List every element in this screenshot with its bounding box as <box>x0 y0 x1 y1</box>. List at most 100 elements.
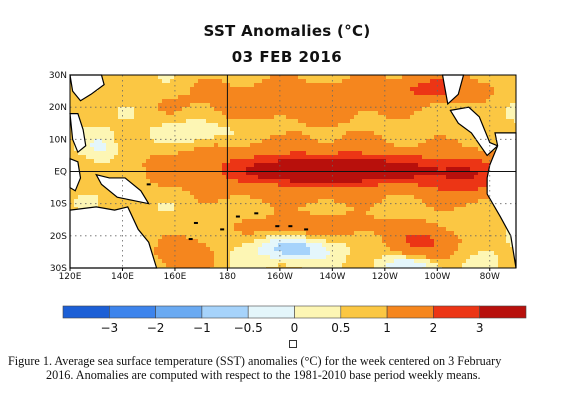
heatmap-cell <box>414 199 419 204</box>
heatmap-cell <box>222 119 227 124</box>
heatmap-cell <box>194 187 199 192</box>
heatmap-cell <box>178 127 183 132</box>
heatmap-cell <box>370 95 375 100</box>
heatmap-cell <box>138 115 143 120</box>
heatmap-cell <box>410 247 415 252</box>
heatmap-cell <box>90 131 95 136</box>
heatmap-cell <box>342 215 347 220</box>
heatmap-cell <box>150 139 155 144</box>
heatmap-cell <box>394 231 399 236</box>
heatmap-cell <box>246 103 251 108</box>
heatmap-cell <box>358 235 363 240</box>
heatmap-cell <box>314 147 319 152</box>
heatmap-cell <box>334 103 339 108</box>
heatmap-cell <box>198 143 203 148</box>
heatmap-cell <box>162 79 167 84</box>
heatmap-cell <box>318 159 323 164</box>
heatmap-cell <box>414 83 419 88</box>
heatmap-cell <box>310 219 315 224</box>
heatmap-cell <box>242 107 247 112</box>
heatmap-cell <box>458 135 463 140</box>
heatmap-cell <box>106 83 111 88</box>
heatmap-cell <box>242 191 247 196</box>
heatmap-cell <box>162 163 167 168</box>
heatmap-cell <box>166 107 171 112</box>
heatmap-cell <box>254 199 259 204</box>
heatmap-cell <box>230 111 235 116</box>
heatmap-cell <box>338 227 343 232</box>
heatmap-cell <box>242 235 247 240</box>
heatmap-cell <box>126 107 131 112</box>
heatmap-cell <box>318 191 323 196</box>
heatmap-cell <box>386 175 391 180</box>
heatmap-cell <box>426 211 431 216</box>
heatmap-cell <box>434 227 439 232</box>
heatmap-cell <box>314 91 319 96</box>
heatmap-cell <box>130 175 135 180</box>
heatmap-cell <box>314 131 319 136</box>
heatmap-cell <box>270 123 275 128</box>
heatmap-cell <box>438 231 443 236</box>
heatmap-cell <box>142 207 147 212</box>
heatmap-cell <box>434 119 439 124</box>
heatmap-cell <box>290 131 295 136</box>
heatmap-cell <box>398 183 403 188</box>
heatmap-cell <box>370 179 375 184</box>
heatmap-cell <box>134 119 139 124</box>
heatmap-cell <box>150 179 155 184</box>
heatmap-cell <box>278 167 283 172</box>
heatmap-cell <box>158 83 163 88</box>
heatmap-cell <box>474 79 479 84</box>
heatmap-cell <box>154 87 159 92</box>
heatmap-cell <box>322 167 327 172</box>
heatmap-cell <box>242 111 247 116</box>
heatmap-cell <box>226 99 231 104</box>
heatmap-cell <box>102 91 107 96</box>
heatmap-cell <box>234 167 239 172</box>
heatmap-cell <box>438 187 443 192</box>
heatmap-cell <box>154 231 159 236</box>
heatmap-cell <box>510 119 515 124</box>
heatmap-cell <box>434 83 439 88</box>
heatmap-cell <box>302 123 307 128</box>
heatmap-cell <box>210 159 215 164</box>
heatmap-cell <box>138 207 143 212</box>
heatmap-cell <box>362 243 367 248</box>
heatmap-cell <box>394 175 399 180</box>
heatmap-cell <box>138 91 143 96</box>
heatmap-cell <box>342 235 347 240</box>
heatmap-cell <box>142 187 147 192</box>
heatmap-cell <box>202 247 207 252</box>
heatmap-cell <box>402 75 407 80</box>
heatmap-cell <box>226 151 231 156</box>
heatmap-cell <box>202 103 207 108</box>
heatmap-cell <box>430 179 435 184</box>
heatmap-cell <box>262 91 267 96</box>
heatmap-cell <box>482 175 487 180</box>
heatmap-cell <box>442 243 447 248</box>
heatmap-cell <box>90 95 95 100</box>
heatmap-cell <box>118 87 123 92</box>
heatmap-cell <box>450 223 455 228</box>
heatmap-cell <box>270 223 275 228</box>
heatmap-cell <box>178 99 183 104</box>
heatmap-cell <box>282 167 287 172</box>
heatmap-cell <box>214 191 219 196</box>
heatmap-cell <box>374 107 379 112</box>
heatmap-cell <box>494 103 499 108</box>
heatmap-cell <box>470 223 475 228</box>
heatmap-cell <box>286 103 291 108</box>
heatmap-cell <box>398 75 403 80</box>
heatmap-cell <box>210 87 215 92</box>
heatmap-cell <box>370 139 375 144</box>
heatmap-cell <box>286 187 291 192</box>
heatmap-cell <box>154 223 159 228</box>
heatmap-cell <box>410 83 415 88</box>
heatmap-cell <box>282 227 287 232</box>
heatmap-cell <box>210 115 215 120</box>
heatmap-cell <box>210 195 215 200</box>
heatmap-cell <box>298 247 303 252</box>
heatmap-cell <box>306 131 311 136</box>
heatmap-cell <box>386 211 391 216</box>
heatmap-cell <box>198 151 203 156</box>
